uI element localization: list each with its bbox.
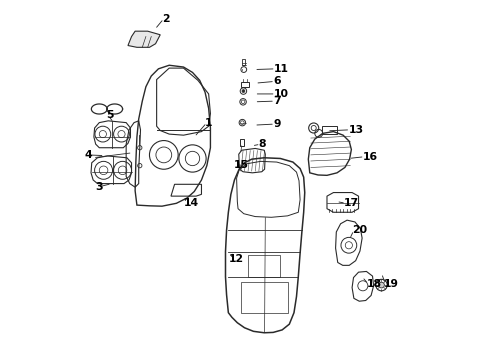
Circle shape xyxy=(378,282,384,288)
Text: 8: 8 xyxy=(258,139,266,149)
Text: 20: 20 xyxy=(351,225,366,235)
Text: 9: 9 xyxy=(273,119,280,129)
Text: 17: 17 xyxy=(344,198,359,208)
Text: 11: 11 xyxy=(273,64,288,74)
Polygon shape xyxy=(128,31,160,47)
Text: 10: 10 xyxy=(273,89,288,99)
Bar xyxy=(240,139,244,146)
Text: 16: 16 xyxy=(362,152,377,162)
Text: 5: 5 xyxy=(106,111,114,121)
Text: 3: 3 xyxy=(96,182,103,192)
Text: 18: 18 xyxy=(366,279,381,289)
Text: 13: 13 xyxy=(348,125,363,135)
Bar xyxy=(241,82,248,87)
Text: 19: 19 xyxy=(383,279,398,289)
Bar xyxy=(321,126,336,134)
Text: 15: 15 xyxy=(233,159,248,170)
Text: 1: 1 xyxy=(204,118,212,128)
Bar xyxy=(247,255,280,277)
Text: 14: 14 xyxy=(184,198,199,208)
Text: 12: 12 xyxy=(228,254,243,264)
Text: 2: 2 xyxy=(162,14,169,24)
Bar xyxy=(242,59,244,65)
Circle shape xyxy=(242,90,244,93)
Text: 6: 6 xyxy=(273,76,280,86)
Bar xyxy=(241,282,287,313)
Text: 7: 7 xyxy=(273,96,280,106)
Text: 4: 4 xyxy=(85,150,92,160)
